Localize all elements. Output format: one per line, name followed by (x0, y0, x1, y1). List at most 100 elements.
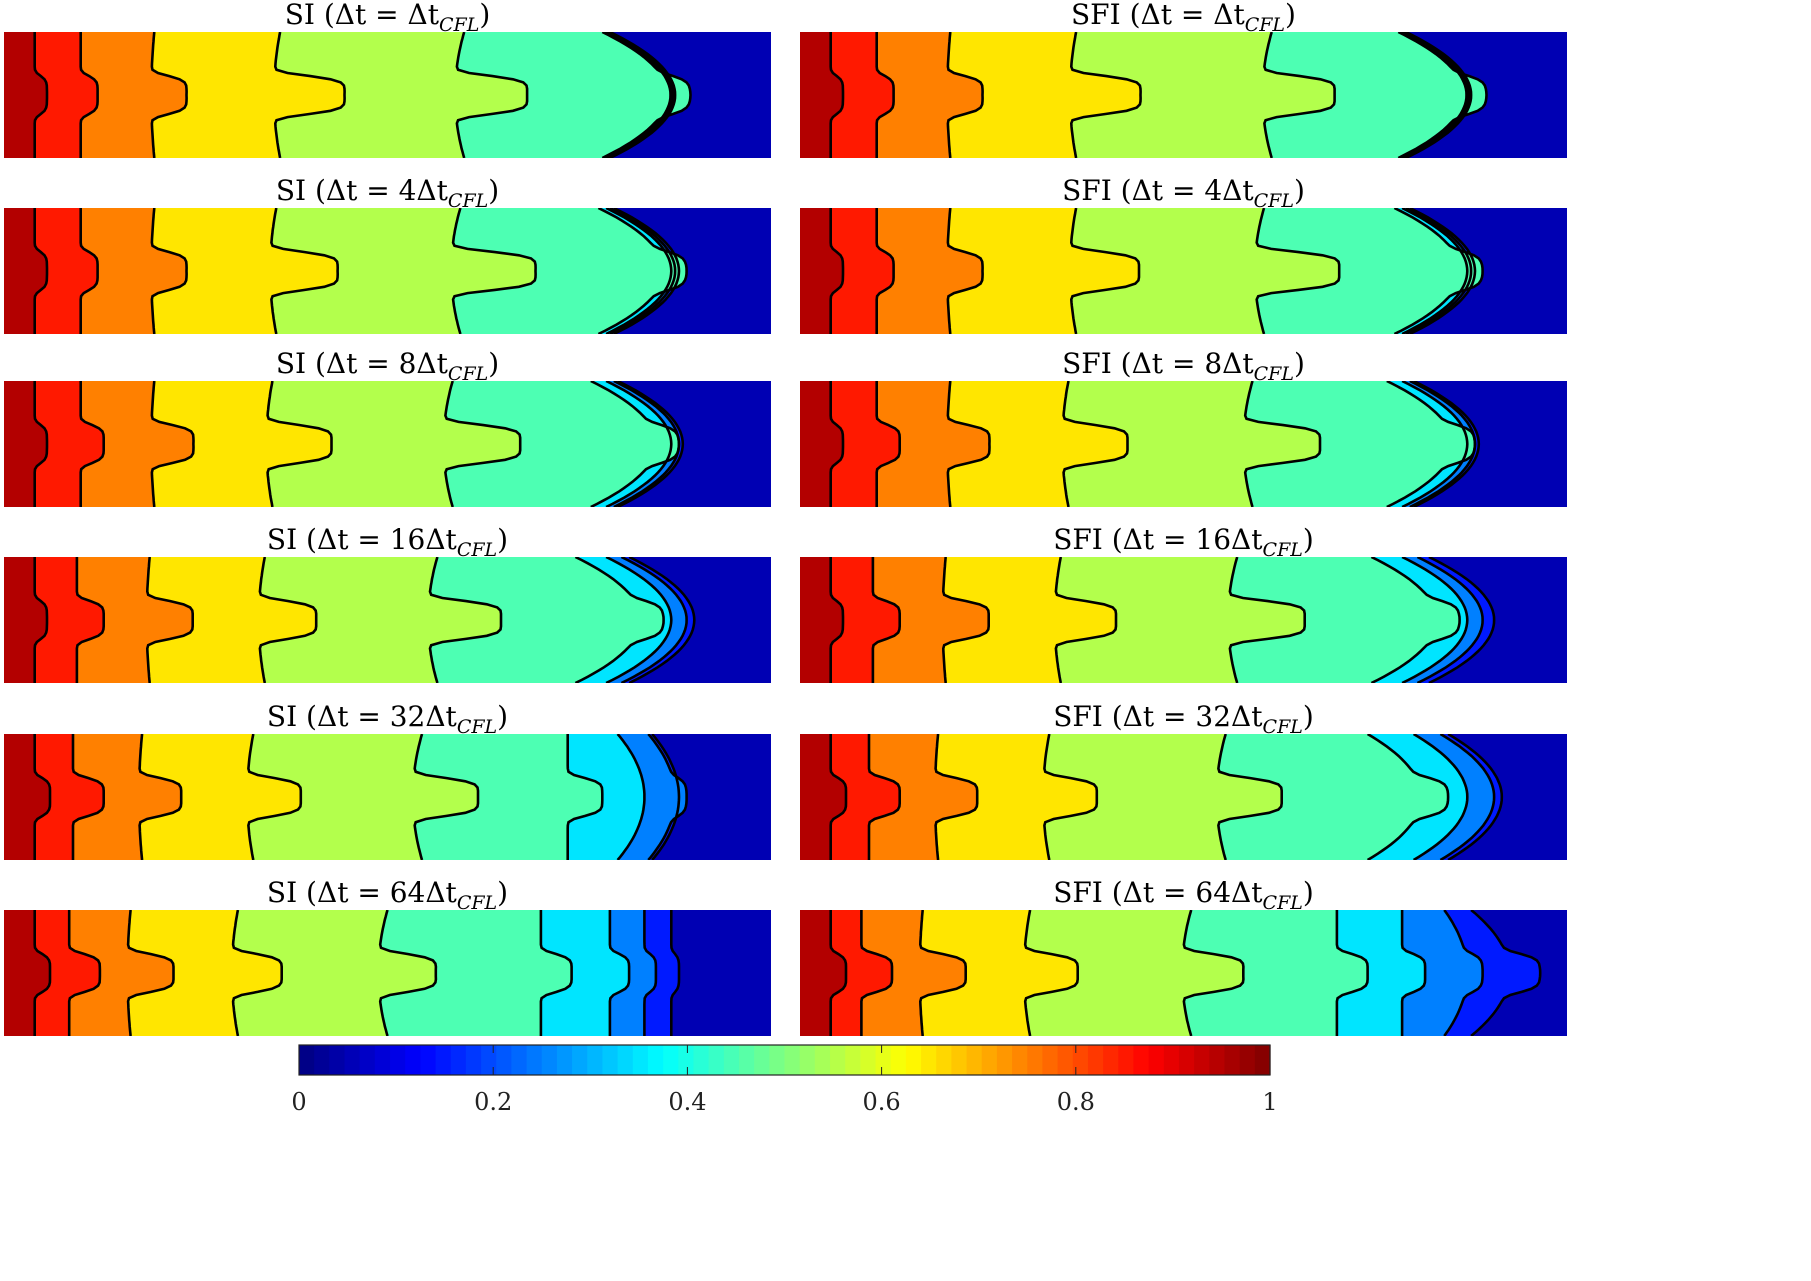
contour-line (1439, 734, 1496, 860)
contour-line (33, 734, 52, 860)
colorbar-swatch (921, 1045, 937, 1075)
colorbar-swatch (299, 1045, 315, 1075)
colorbar-swatch (708, 1045, 725, 1075)
band-fill (800, 208, 843, 334)
contour-line (145, 557, 194, 683)
colorbar-swatch (936, 1045, 952, 1075)
contour-line (620, 557, 688, 683)
contour-line (258, 557, 318, 683)
contour-line (455, 32, 529, 158)
contour-line (616, 734, 646, 860)
contour-line (871, 557, 901, 683)
colorbar-swatch (738, 1045, 755, 1075)
contour-line (605, 208, 673, 334)
contour-line (1062, 381, 1129, 507)
contour-line (1263, 32, 1336, 158)
colorbar-swatch (890, 1045, 907, 1075)
panel-sfi-64: SFI (Δt = 64ΔtCFL) (800, 876, 1567, 1036)
contour-line (71, 734, 105, 860)
contour-line (150, 32, 188, 158)
contour-line (867, 734, 901, 860)
colorbar-swatch (1239, 1045, 1256, 1075)
panel-title: SI (Δt = 32ΔtCFL) (267, 700, 508, 738)
colorbar-swatch (663, 1045, 679, 1075)
contour-line (1217, 734, 1283, 860)
colorbar-swatch (693, 1045, 710, 1075)
panel-title: SFI (Δt = 32ΔtCFL) (1053, 700, 1314, 738)
colorbar-swatch (329, 1045, 346, 1075)
colorbar-swatch (1012, 1045, 1028, 1075)
colorbar-swatch (526, 1045, 543, 1075)
contour-line (150, 381, 195, 507)
panel-si-1: SI (Δt = ΔtCFL) (4, 0, 771, 158)
panel-si-64: SI (Δt = 64ΔtCFL) (4, 876, 771, 1036)
band-fill (800, 381, 843, 507)
contour-line (428, 557, 503, 683)
panel-si-8: SI (Δt = 8ΔtCFL) (4, 347, 771, 507)
panel-si-32: SI (Δt = 32ΔtCFL) (4, 700, 771, 860)
contour-line (946, 208, 984, 334)
contour-line (413, 734, 480, 860)
panels-layer: SI (Δt = ΔtCFL) SFI (Δt = ΔtCFL) SI (Δt = … (4, 0, 1567, 1036)
colorbar-swatch (314, 1045, 330, 1075)
colorbar-swatch (830, 1045, 846, 1075)
contour-line (604, 32, 672, 158)
contour-line (266, 381, 333, 507)
contour-line (1243, 381, 1322, 507)
contour-line (1370, 557, 1461, 683)
contour-line (138, 734, 183, 860)
contour-line (1255, 208, 1341, 334)
band-fill (4, 557, 47, 683)
contour-line (829, 734, 848, 860)
colorbar-swatch (1133, 1045, 1150, 1075)
colorbar-swatch (374, 1045, 391, 1075)
colorbar-swatch (1027, 1045, 1044, 1075)
contour-line (670, 910, 681, 1036)
contour-line (270, 208, 340, 334)
panel-title: SFI (Δt = 64ΔtCFL) (1053, 876, 1314, 914)
contour-line (1054, 557, 1118, 683)
colorbar-swatch (390, 1045, 406, 1075)
contour-line (860, 910, 894, 1036)
colorbar-swatch (996, 1045, 1013, 1075)
contour-line (1416, 557, 1484, 683)
contour-line (607, 32, 675, 158)
colorbar-swatch (617, 1045, 634, 1075)
colorbar-swatch (723, 1045, 740, 1075)
contour-line (1413, 381, 1481, 507)
contour-line (1428, 557, 1496, 683)
colorbar-swatch (1148, 1045, 1165, 1075)
colorbar-tick-label: 0.6 (863, 1088, 901, 1116)
panel-sfi-4: SFI (Δt = 4ΔtCFL) (800, 174, 1567, 334)
contour-line (539, 910, 573, 1036)
contour-line (1447, 734, 1504, 860)
panel-title: SI (Δt = 8ΔtCFL) (276, 347, 499, 385)
colorbar-swatch (465, 1045, 482, 1075)
panel-sfi-16: SFI (Δt = 16ΔtCFL) (800, 523, 1567, 683)
colorbar-swatch (420, 1045, 437, 1075)
colorbar-swatch (1178, 1045, 1195, 1075)
panel-title: SI (Δt = 16ΔtCFL) (267, 523, 508, 561)
colorbar-tick-label: 0.2 (474, 1088, 512, 1116)
band-fill (800, 734, 846, 860)
band-fill (800, 910, 846, 1036)
contour-line (1069, 208, 1141, 334)
contour-line (647, 734, 688, 860)
colorbar-swatch (875, 1045, 892, 1075)
contour-line (1228, 557, 1306, 683)
contour-line (33, 557, 49, 683)
colorbar-swatch (814, 1045, 831, 1075)
contour-line (1401, 381, 1469, 507)
contour-line (918, 910, 967, 1036)
contour-line (609, 32, 677, 158)
panel-sfi-8: SFI (Δt = 8ΔtCFL) (800, 347, 1567, 507)
contour-line (273, 32, 346, 158)
contour-line (1393, 208, 1484, 334)
contour-line (1043, 734, 1099, 860)
contour-line (126, 910, 175, 1036)
colorbar-swatch (587, 1045, 604, 1075)
colorbar-swatch (769, 1045, 786, 1075)
contour-line (946, 381, 991, 507)
contour-line (1400, 32, 1468, 158)
panel-title: SI (Δt = 4ΔtCFL) (276, 174, 499, 212)
